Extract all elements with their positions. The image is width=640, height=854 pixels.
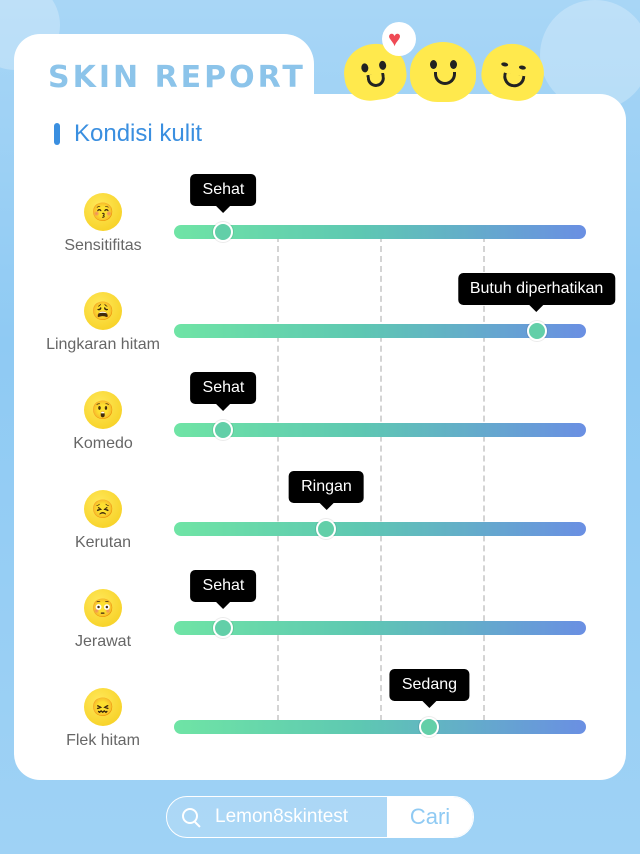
- condition-label: Jerawat: [74, 633, 132, 650]
- condition-slider-knob: [213, 420, 234, 440]
- condition-slider-track: [174, 225, 586, 239]
- condition-label: Sensitifitas: [64, 237, 142, 254]
- condition-status-tooltip: Butuh diperhatikan: [457, 273, 616, 312]
- condition-slider-knob: [526, 321, 547, 341]
- search-button[interactable]: Cari: [387, 797, 473, 837]
- worried-face-icon: 😳: [84, 589, 122, 627]
- frowning-face-icon: 😣: [84, 490, 122, 528]
- condition-status-tooltip: Sehat: [190, 372, 257, 411]
- condition-status-tooltip: Sehat: [190, 174, 257, 213]
- lemon-mascot-icon: [477, 39, 549, 105]
- search-field[interactable]: Lemon8skintest: [167, 797, 387, 837]
- condition-slider-track: [174, 720, 586, 734]
- page-title: SKIN REPORT: [48, 60, 306, 95]
- section-accent-bar: [54, 123, 60, 145]
- section-title: Kondisi kulit: [74, 120, 203, 147]
- condition-status-tooltip: Sedang: [389, 669, 470, 708]
- condition-label: Komedo: [73, 435, 133, 452]
- search-bar[interactable]: Lemon8skintest Cari: [166, 796, 474, 838]
- condition-slider-track: [174, 621, 586, 635]
- condition-slider-knob: [213, 222, 234, 242]
- condition-slider-knob: [213, 618, 234, 638]
- condition-slider-knob: [419, 717, 440, 737]
- condition-label: Kerutan: [74, 534, 132, 551]
- condition-slider-track: [174, 423, 586, 437]
- search-query[interactable]: Lemon8skintest: [215, 806, 349, 827]
- section-header: Kondisi kulit: [54, 120, 202, 148]
- tired-face-icon: 😩: [84, 292, 122, 330]
- condition-slider-track: [174, 522, 586, 536]
- lemon-mascot-icon: [410, 42, 476, 102]
- winking-face-icon: 😖: [84, 688, 122, 726]
- heart-icon: ♥: [388, 26, 402, 51]
- grid-line: [277, 236, 279, 721]
- condition-label: Lingkaran hitam: [46, 336, 160, 353]
- blushing-face-icon: 😚: [84, 193, 122, 231]
- grid-line: [380, 236, 382, 721]
- condition-slider-track: [174, 324, 586, 338]
- background-bubble: [540, 0, 640, 110]
- surprised-face-icon: 😲: [84, 391, 122, 429]
- condition-status-tooltip: Ringan: [289, 471, 364, 510]
- condition-slider-knob: [316, 519, 337, 539]
- condition-label: Flek hitam: [66, 732, 140, 749]
- mascot-group: [340, 20, 570, 105]
- search-icon: [181, 807, 201, 827]
- heart-bubble-icon: ♥: [382, 22, 416, 56]
- grid-line: [483, 236, 485, 721]
- condition-status-tooltip: Sehat: [190, 570, 257, 609]
